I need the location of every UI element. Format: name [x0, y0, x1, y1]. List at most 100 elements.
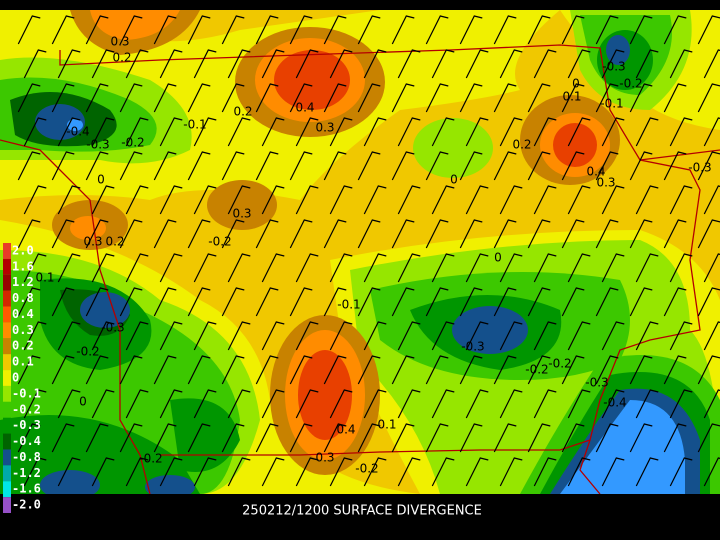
legend-label: -2.0 — [12, 498, 41, 512]
wind-barb — [125, 185, 149, 215]
wind-barb — [703, 321, 720, 351]
wind-barb — [561, 151, 585, 181]
wind-barb — [533, 117, 557, 147]
wind-barb — [153, 287, 177, 317]
wind-barb — [397, 253, 421, 283]
legend-label: 1.6 — [12, 259, 34, 273]
wind-barb — [159, 321, 183, 351]
wind-barb — [391, 219, 415, 249]
wind-barb — [261, 117, 285, 147]
wind-barb — [227, 389, 251, 419]
wind-barb — [635, 253, 659, 283]
wind-barb — [391, 287, 415, 317]
wind-barb — [397, 457, 421, 487]
wind-barb — [493, 151, 517, 181]
legend-label: 1.2 — [12, 275, 34, 289]
wind-barb — [119, 151, 143, 181]
wind-barb — [635, 117, 659, 147]
contour-label: 0.3 — [596, 176, 615, 190]
wind-barb — [601, 253, 625, 283]
wind-barb — [703, 185, 720, 215]
wind-barb — [527, 355, 551, 385]
legend-swatch — [3, 306, 11, 323]
zone — [274, 50, 350, 110]
wind-barb — [629, 15, 653, 45]
wind-barb — [85, 83, 109, 113]
wind-barb — [595, 15, 619, 45]
contour-label: -0.2 — [548, 357, 571, 371]
wind-barbs — [17, 15, 720, 487]
wind-barb — [255, 287, 279, 317]
wind-barb — [51, 15, 75, 45]
field: 0.30.20.40.30.2-0.1-0.4-0.3 -0.200.3-0.20… — [0, 10, 720, 494]
wind-barb — [635, 457, 659, 487]
wind-barb — [533, 389, 557, 419]
wind-barb — [119, 423, 143, 453]
wind-barb — [323, 287, 347, 317]
wind-barb — [159, 457, 183, 487]
state-border — [0, 139, 151, 494]
wind-barb — [391, 355, 415, 385]
wind-barb — [51, 83, 75, 113]
wind-barb — [697, 15, 720, 45]
wind-barb — [85, 219, 109, 249]
wind-barb — [595, 83, 619, 113]
wind-barb — [57, 253, 81, 283]
wind-barb — [57, 321, 81, 351]
wind-barb — [595, 355, 619, 385]
wind-barb — [493, 219, 517, 249]
wind-barb — [221, 423, 245, 453]
contour-label: -0.2 — [208, 235, 231, 249]
wind-barb — [227, 457, 251, 487]
wind-barb — [193, 49, 217, 79]
wind-barb — [465, 389, 489, 419]
contour-label: 0.3 — [110, 35, 129, 49]
state-border — [639, 149, 720, 161]
legend-label: 0.2 — [12, 339, 34, 353]
wind-barb — [635, 185, 659, 215]
wind-barb — [17, 15, 41, 45]
wind-barb — [391, 151, 415, 181]
legend-label: -1.2 — [12, 466, 41, 480]
legend-swatch — [3, 497, 11, 513]
contour-label: 0.1 — [562, 90, 581, 104]
wind-barb — [295, 185, 319, 215]
wind-barb — [703, 457, 720, 487]
wind-barb — [703, 49, 720, 79]
contour-label: 0.2 — [112, 51, 131, 65]
wind-barb — [533, 49, 557, 79]
zone — [452, 306, 528, 354]
wind-barb — [357, 15, 381, 45]
wind-barb — [697, 83, 720, 113]
wind-barb — [527, 151, 551, 181]
wind-barb — [91, 185, 115, 215]
wind-barb — [193, 457, 217, 487]
wind-barb — [601, 117, 625, 147]
wind-barb — [629, 355, 653, 385]
wind-barb — [57, 389, 81, 419]
zone — [298, 350, 352, 440]
wind-barb — [391, 83, 415, 113]
wind-barb — [397, 321, 421, 351]
contour-label: -0.2 — [355, 462, 378, 476]
contour-label: 0 — [572, 77, 580, 91]
contour-label: -0.2 — [139, 452, 162, 466]
wind-barb — [295, 389, 319, 419]
zone — [413, 118, 493, 178]
wind-barb — [23, 253, 47, 283]
wind-barb — [187, 423, 211, 453]
wind-barb — [125, 457, 149, 487]
wind-barb — [493, 15, 517, 45]
wind-barb — [119, 355, 143, 385]
wind-barb — [561, 219, 585, 249]
legend-label: 2.0 — [12, 243, 34, 257]
wind-barb — [295, 49, 319, 79]
wind-barb — [57, 49, 81, 79]
wind-barb — [459, 15, 483, 45]
footer: 250212/1200 SURFACE DIVERGENCE — [242, 504, 482, 519]
legend-swatch — [3, 481, 11, 498]
wind-barb — [391, 423, 415, 453]
wind-barb — [663, 151, 687, 181]
state-border — [579, 439, 601, 494]
